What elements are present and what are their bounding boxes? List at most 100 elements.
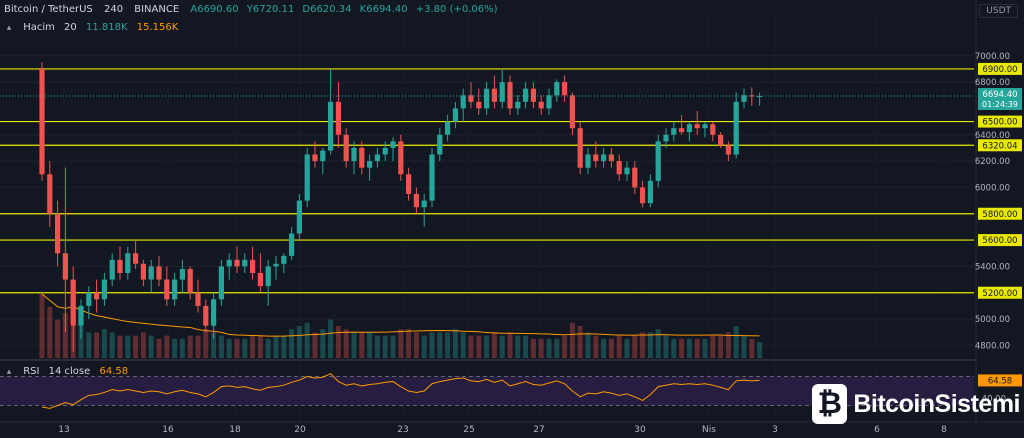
- candle-body: [226, 259, 232, 267]
- price-tick-label: 6800.00: [975, 78, 1010, 88]
- level-price-tag: [978, 234, 1022, 247]
- low-value: D6620.34: [302, 4, 352, 15]
- time-tick-label: 23: [397, 425, 408, 435]
- volume-bar: [593, 335, 599, 358]
- candle-body: [367, 161, 373, 168]
- candle-body: [109, 259, 115, 280]
- price-tick-label: 4800.00: [975, 341, 1010, 351]
- candle-body: [515, 101, 521, 109]
- volume-bar: [484, 335, 490, 358]
- level-price-tag: [978, 286, 1022, 299]
- candle-body: [616, 161, 622, 175]
- volume-bar: [156, 338, 162, 358]
- volume-bar: [616, 335, 622, 358]
- candle-body: [273, 263, 279, 267]
- candle-body: [601, 154, 607, 162]
- volume-bar: [585, 332, 591, 358]
- countdown-label: 01:24:39: [982, 100, 1018, 109]
- volume-bar: [281, 335, 287, 358]
- candle-body: [608, 154, 614, 162]
- volume-bar: [172, 338, 178, 358]
- volume-bar: [569, 322, 575, 358]
- rsi-legend: ▴ RSI 14 close 64.58: [4, 366, 134, 377]
- candle-body: [624, 167, 630, 175]
- interval-label[interactable]: 240: [103, 4, 124, 15]
- current-price-tag: [978, 87, 1022, 110]
- time-tick-label: 13: [58, 425, 69, 435]
- volume-bar: [195, 335, 201, 358]
- volume-bar: [250, 335, 256, 358]
- candle-body: [359, 147, 365, 168]
- volume-bar: [234, 338, 240, 358]
- candle-body: [351, 147, 357, 162]
- volume-bar: [304, 322, 310, 358]
- volume-bar: [491, 332, 497, 358]
- volume-bar: [109, 332, 115, 358]
- volume-bar: [265, 338, 271, 358]
- volume-bar: [296, 326, 302, 358]
- volume-bar: [62, 313, 68, 358]
- candle-body: [296, 200, 302, 234]
- volume-bar: [702, 338, 708, 358]
- candle-body: [125, 253, 131, 273]
- volume-bar: [718, 335, 724, 358]
- volume-bar: [86, 332, 92, 358]
- currency-badge[interactable]: USDT: [979, 4, 1018, 18]
- candle-body: [320, 150, 326, 162]
- volume-bar: [640, 332, 646, 358]
- collapse-chevron-icon[interactable]: ▴: [6, 367, 12, 377]
- volume-name[interactable]: Hacim: [23, 22, 55, 33]
- current-price-label: 6694.40: [982, 90, 1017, 100]
- candle-body: [460, 95, 466, 109]
- volume-bar: [125, 335, 131, 358]
- candle-body: [390, 141, 396, 148]
- candle-body: [632, 167, 638, 188]
- candle-body: [702, 124, 708, 129]
- rsi-value-tag: [978, 374, 1022, 387]
- level-price-label: 5800.00: [982, 210, 1017, 220]
- candle-body: [671, 128, 677, 135]
- volume-bar: [94, 332, 100, 358]
- volume-bar: [460, 332, 466, 358]
- volume-bar: [148, 335, 154, 358]
- collapse-chevron-icon[interactable]: ▴: [6, 23, 12, 33]
- time-tick-label: 8: [941, 425, 947, 435]
- candle-body: [733, 101, 739, 155]
- candle-body: [148, 266, 154, 280]
- volume-bar: [476, 335, 482, 358]
- rsi-tick-label: 40.00: [982, 394, 1006, 404]
- level-price-label: 5200.00: [982, 289, 1017, 299]
- volume-bar: [725, 332, 731, 358]
- candle-body: [445, 121, 451, 135]
- volume-bar: [523, 335, 529, 358]
- candle-body: [289, 233, 295, 256]
- time-tick-label: 6: [874, 425, 880, 435]
- volume-bar: [406, 329, 412, 358]
- volume-bar: [757, 342, 763, 358]
- volume-bar: [530, 338, 536, 358]
- rsi-name[interactable]: RSI: [23, 366, 40, 377]
- volume-bar: [242, 338, 248, 358]
- volume-bar: [320, 329, 326, 358]
- candle-body: [39, 68, 45, 175]
- level-price-label: 5600.00: [982, 236, 1017, 246]
- candle-body: [491, 88, 497, 102]
- candle-body: [335, 101, 341, 135]
- volume-bar: [312, 332, 318, 358]
- rsi-value: 64.58: [99, 366, 129, 377]
- volume-bar: [421, 335, 427, 358]
- candle-body: [530, 88, 536, 102]
- time-tick-label: Nis: [702, 425, 716, 435]
- level-price-label: 6320.04: [982, 141, 1017, 151]
- symbol-label[interactable]: Bitcoin / TetherUS: [4, 4, 93, 15]
- volume-bar: [741, 335, 747, 358]
- candle-body: [413, 194, 419, 208]
- candle-body: [250, 259, 256, 273]
- rsi-band: [0, 376, 974, 406]
- volume-bar: [117, 335, 123, 358]
- volume-bar: [351, 332, 357, 358]
- volume-bar: [679, 338, 685, 358]
- candle-body: [749, 95, 755, 97]
- volume-bar: [328, 319, 334, 358]
